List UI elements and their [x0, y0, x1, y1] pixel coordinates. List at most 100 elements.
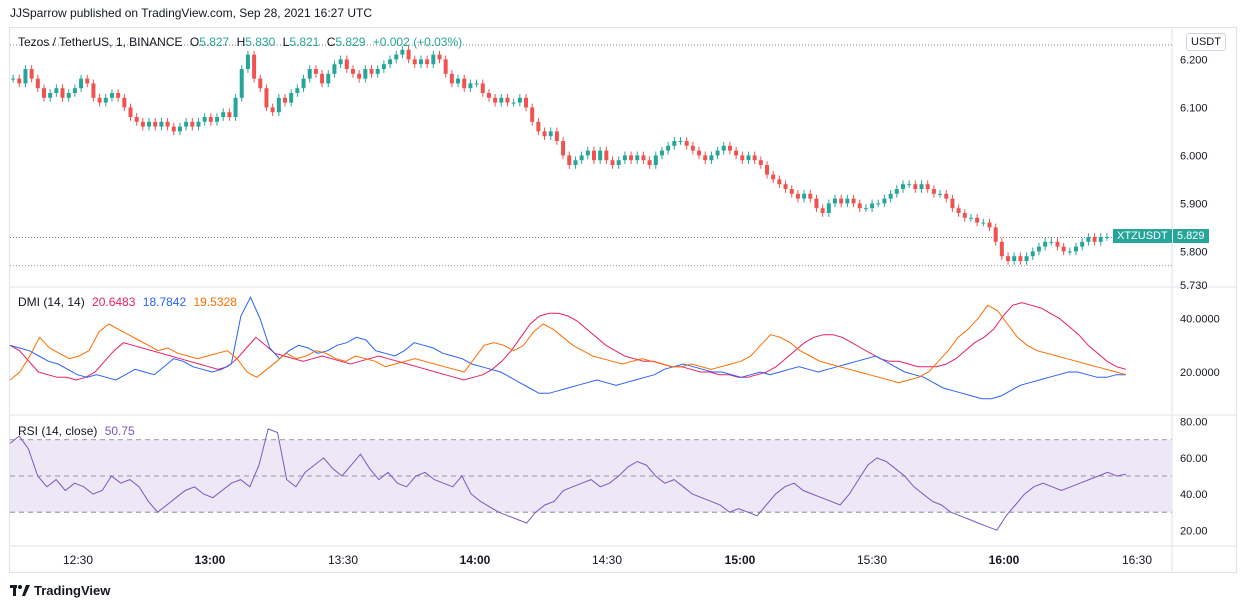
- candle-body: [462, 78, 467, 89]
- candle-body: [320, 73, 325, 84]
- candle-body: [196, 121, 201, 127]
- candle-body: [307, 69, 312, 79]
- candle-body: [350, 69, 355, 74]
- candle-body: [245, 54, 250, 69]
- last-price-badge: 5.829: [1173, 229, 1209, 243]
- candle-body: [925, 184, 930, 189]
- candle-body: [177, 126, 182, 132]
- candle-body: [1018, 256, 1023, 261]
- candle-body: [449, 73, 454, 84]
- candle-body: [270, 107, 275, 113]
- candle-body: [140, 121, 145, 127]
- candle-body: [524, 97, 529, 108]
- candle-body: [97, 97, 102, 103]
- candle-body: [375, 69, 380, 74]
- candle-body: [79, 78, 84, 89]
- time-tick-label: 13:30: [328, 553, 358, 567]
- candle-body: [1043, 241, 1048, 247]
- candle-body: [919, 184, 924, 189]
- candle-body: [882, 198, 887, 204]
- time-tick-label: 15:30: [857, 553, 887, 567]
- candle-body: [147, 121, 152, 127]
- dmi-legend: DMI (14, 14) 20.6483 18.7842 19.5328: [18, 295, 241, 309]
- candle-body: [468, 83, 473, 89]
- candle-body: [635, 155, 640, 161]
- candle-body: [54, 88, 59, 93]
- candle-body: [833, 198, 837, 204]
- candle-body: [672, 141, 677, 146]
- candle-body: [1080, 241, 1085, 247]
- chart-frame: [9, 27, 1237, 573]
- candle-body: [690, 145, 695, 151]
- low-value: 5.821: [289, 35, 320, 49]
- candle-body: [190, 121, 195, 127]
- candle-body: [851, 198, 856, 204]
- price-tick-label: 5.900: [1180, 198, 1208, 210]
- symbol-title: Tezos / TetherUS, 1, BINANCE: [18, 35, 183, 49]
- candle-body: [808, 193, 813, 199]
- candle-body: [993, 227, 998, 242]
- candle-body: [727, 145, 732, 151]
- candle-body: [839, 198, 844, 204]
- price-tick-label: 5.800: [1180, 246, 1208, 258]
- candle-body: [721, 145, 726, 151]
- candle-body: [703, 155, 708, 161]
- candle-body: [777, 179, 782, 185]
- candle-body: [276, 97, 281, 113]
- candle-body: [499, 97, 504, 103]
- candle-body: [542, 131, 547, 137]
- candle-body: [35, 78, 40, 89]
- candle-body: [1036, 246, 1041, 252]
- candle-body: [202, 117, 207, 122]
- candle-body: [863, 208, 868, 210]
- candle-body: [289, 93, 294, 103]
- time-tick-label: 12:30: [63, 553, 93, 567]
- candle-body: [1104, 237, 1109, 238]
- candle-body: [740, 155, 745, 161]
- candle-body: [122, 97, 127, 108]
- time-tick-label: 16:30: [1122, 553, 1152, 567]
- candle-body: [802, 193, 807, 199]
- candle-body: [239, 69, 244, 98]
- candle-body: [771, 174, 776, 180]
- candle-body: [826, 203, 831, 213]
- candle-body: [208, 117, 213, 122]
- candle-body: [1098, 237, 1103, 242]
- rsi-tick-label: 40.00: [1180, 489, 1208, 501]
- candle-body: [907, 184, 912, 186]
- candle-body: [647, 160, 652, 165]
- candle-body: [60, 88, 65, 98]
- candle-body: [1049, 241, 1054, 243]
- candle-body: [938, 193, 943, 195]
- candle-body: [215, 117, 220, 122]
- rsi-tick-label: 80.00: [1180, 417, 1208, 429]
- footer-brand-text: TradingView: [34, 583, 111, 598]
- footer-brand: TradingView: [10, 583, 110, 598]
- candle-body: [616, 160, 621, 165]
- candle-body: [641, 155, 646, 161]
- candle-body: [381, 64, 386, 69]
- currency-button[interactable]: USDT: [1186, 33, 1226, 51]
- candle-body: [981, 222, 986, 224]
- candle-body: [598, 150, 603, 161]
- candle-body: [666, 145, 671, 151]
- candle-body: [425, 59, 430, 65]
- candle-body: [252, 54, 257, 79]
- rsi-value: 50.75: [104, 424, 135, 438]
- rsi-tick-label: 20.00: [1180, 525, 1208, 537]
- candle-body: [171, 126, 176, 132]
- candle-body: [505, 97, 510, 103]
- candle-body: [1086, 237, 1091, 242]
- candle-body: [734, 150, 739, 156]
- candle-body: [715, 150, 720, 156]
- candle-body: [109, 93, 114, 98]
- candle-body: [950, 198, 955, 209]
- rsi-legend: RSI (14, close) 50.75: [18, 424, 139, 438]
- price-tick-label: 6.000: [1180, 150, 1208, 162]
- tradingview-logo-icon: [10, 584, 30, 597]
- candle-body: [931, 189, 936, 194]
- candle-body: [962, 213, 967, 218]
- candle-body: [437, 54, 442, 60]
- candle-body: [548, 131, 553, 137]
